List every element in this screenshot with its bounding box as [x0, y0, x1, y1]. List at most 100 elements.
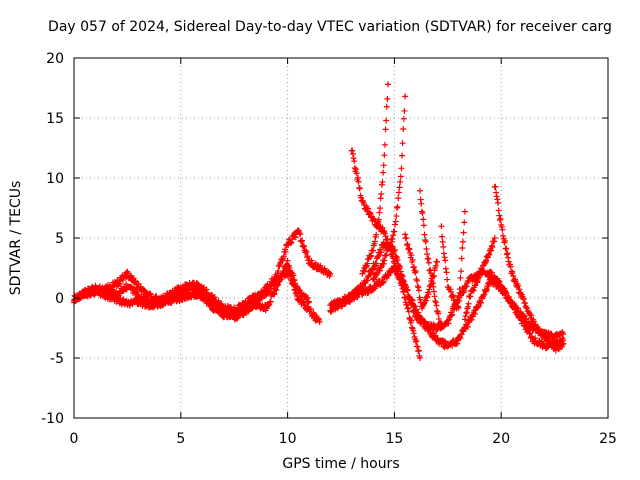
data-point [366, 253, 373, 260]
data-point [397, 263, 404, 270]
data-point [298, 238, 305, 245]
data-point [392, 258, 399, 265]
data-point [373, 231, 380, 238]
data-point [384, 95, 391, 102]
data-point [214, 304, 221, 311]
data-point [471, 311, 478, 318]
data-point [408, 296, 415, 303]
data-point [267, 298, 274, 305]
data-point [316, 319, 323, 325]
data-point [406, 246, 413, 253]
data-point [271, 290, 278, 297]
data-point [539, 328, 546, 335]
data-point [397, 173, 404, 180]
data-point [218, 300, 225, 307]
data-point [370, 247, 377, 254]
data-point [523, 305, 530, 312]
x-tick-label: 20 [492, 431, 510, 447]
data-point [457, 335, 464, 342]
data-point [350, 155, 357, 162]
data-point [255, 299, 262, 306]
data-point [424, 256, 431, 263]
data-point [500, 233, 507, 240]
data-point [297, 231, 304, 238]
data-point [528, 312, 535, 319]
data-point [381, 257, 388, 264]
data-point [488, 269, 495, 276]
series-track-10 [417, 187, 445, 331]
data-point [461, 208, 468, 215]
data-point [203, 286, 210, 293]
data-point [459, 244, 466, 251]
data-point [547, 330, 554, 337]
data-point [326, 269, 333, 276]
data-point [205, 297, 212, 304]
data-point [368, 252, 375, 259]
data-point [483, 286, 490, 293]
data-point [368, 269, 375, 276]
data-point [393, 266, 400, 273]
data-point [295, 227, 302, 234]
data-point [396, 276, 403, 283]
data-point [372, 260, 379, 267]
x-tick-label: 25 [599, 431, 617, 447]
data-point [378, 190, 385, 197]
data-point [349, 151, 356, 158]
data-point [447, 288, 454, 295]
data-point [455, 304, 462, 311]
data-point [382, 233, 389, 240]
data-point [307, 306, 314, 313]
data-point [482, 259, 489, 266]
data-point [356, 185, 363, 192]
data-point [351, 165, 358, 172]
data-point [304, 253, 311, 260]
data-point [445, 320, 452, 327]
data-point [410, 327, 417, 334]
data-point [380, 162, 387, 169]
data-point [327, 271, 334, 277]
data-point [464, 303, 471, 310]
data-point [375, 216, 382, 223]
data-point [410, 330, 417, 337]
data-point [488, 242, 495, 249]
y-tick-label: -5 [50, 351, 64, 367]
data-point [520, 295, 527, 302]
data-point [300, 299, 307, 306]
data-point [461, 316, 468, 323]
data-point [512, 306, 519, 313]
data-point [404, 241, 411, 248]
x-tick-label: 10 [279, 431, 297, 447]
data-point [375, 253, 382, 260]
data-point [515, 282, 522, 289]
data-point [449, 311, 456, 318]
data-point [458, 331, 465, 338]
data-point [443, 269, 450, 276]
data-point [373, 272, 380, 279]
data-point [317, 262, 324, 269]
data-point [424, 251, 431, 258]
data-point [376, 209, 383, 216]
data-point [273, 280, 280, 287]
data-point [354, 294, 361, 301]
data-point [393, 204, 400, 211]
data-point [388, 238, 395, 245]
data-point [392, 247, 399, 254]
data-point [391, 228, 398, 235]
data-point [404, 305, 411, 312]
data-point [397, 178, 404, 185]
data-point [364, 277, 371, 284]
data-point [439, 238, 446, 245]
data-point [423, 297, 430, 304]
data-point [415, 309, 422, 316]
data-point [465, 300, 472, 307]
data-point [384, 81, 391, 88]
data-point [460, 229, 467, 236]
data-point [458, 268, 465, 275]
data-point [495, 207, 502, 214]
data-point [504, 250, 511, 257]
data-point [392, 218, 399, 225]
data-point [398, 165, 405, 172]
data-point [385, 272, 392, 279]
data-point [544, 344, 551, 351]
